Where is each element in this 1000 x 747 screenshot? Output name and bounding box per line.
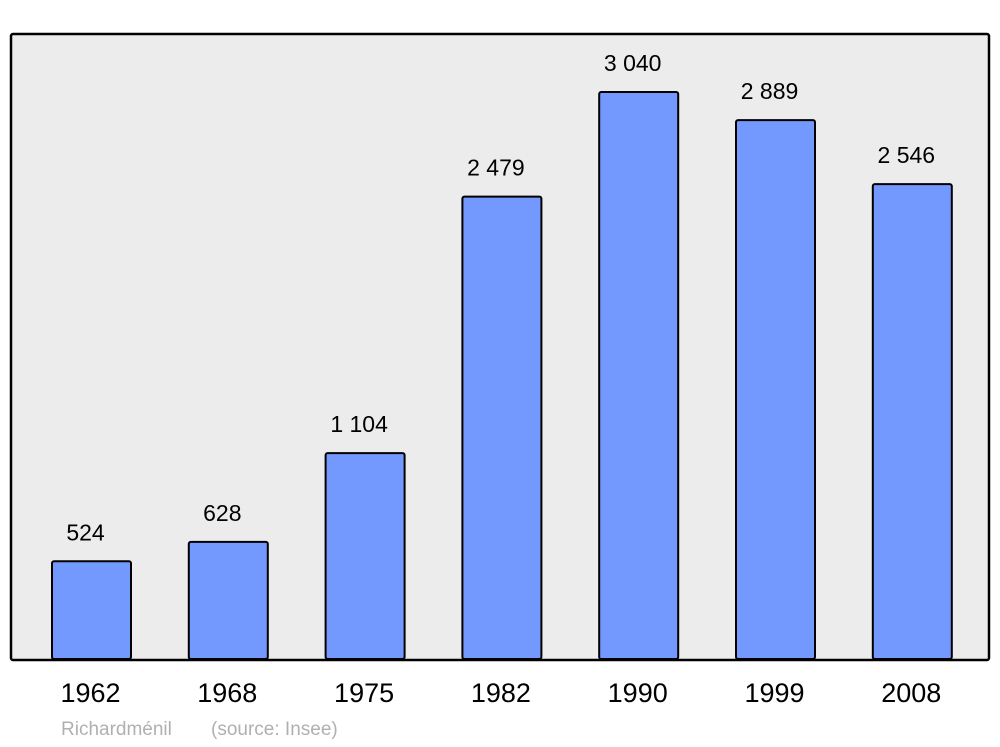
value-label: 1 104 [330,411,388,437]
value-label: 2 546 [878,142,936,168]
x-tick-label: 1975 [334,678,394,708]
value-label: 3 040 [604,50,662,76]
value-label: 2 889 [741,78,799,104]
bar [187,540,269,661]
bar [598,91,680,660]
x-tick-label: 1962 [60,678,120,708]
bar [735,119,816,660]
bar [51,560,132,660]
x-tick-label: 1990 [608,678,668,708]
value-label: 628 [203,500,241,526]
source: (source: Insee) [211,719,338,740]
bar [871,183,953,660]
x-tick-label: 2008 [881,678,941,708]
value-label: 524 [66,519,105,545]
x-tick-label: 1968 [197,678,257,708]
x-tick-label: 1999 [744,678,804,708]
bars: 524 1962 628 1968 1 104 1975 2 479 1982 3 040 199… [51,50,953,708]
value-label: 2 479 [467,155,525,181]
bar [324,452,406,660]
caption: Richardménil [61,719,172,740]
bar [461,195,543,660]
x-tick-label: 1982 [471,678,531,708]
